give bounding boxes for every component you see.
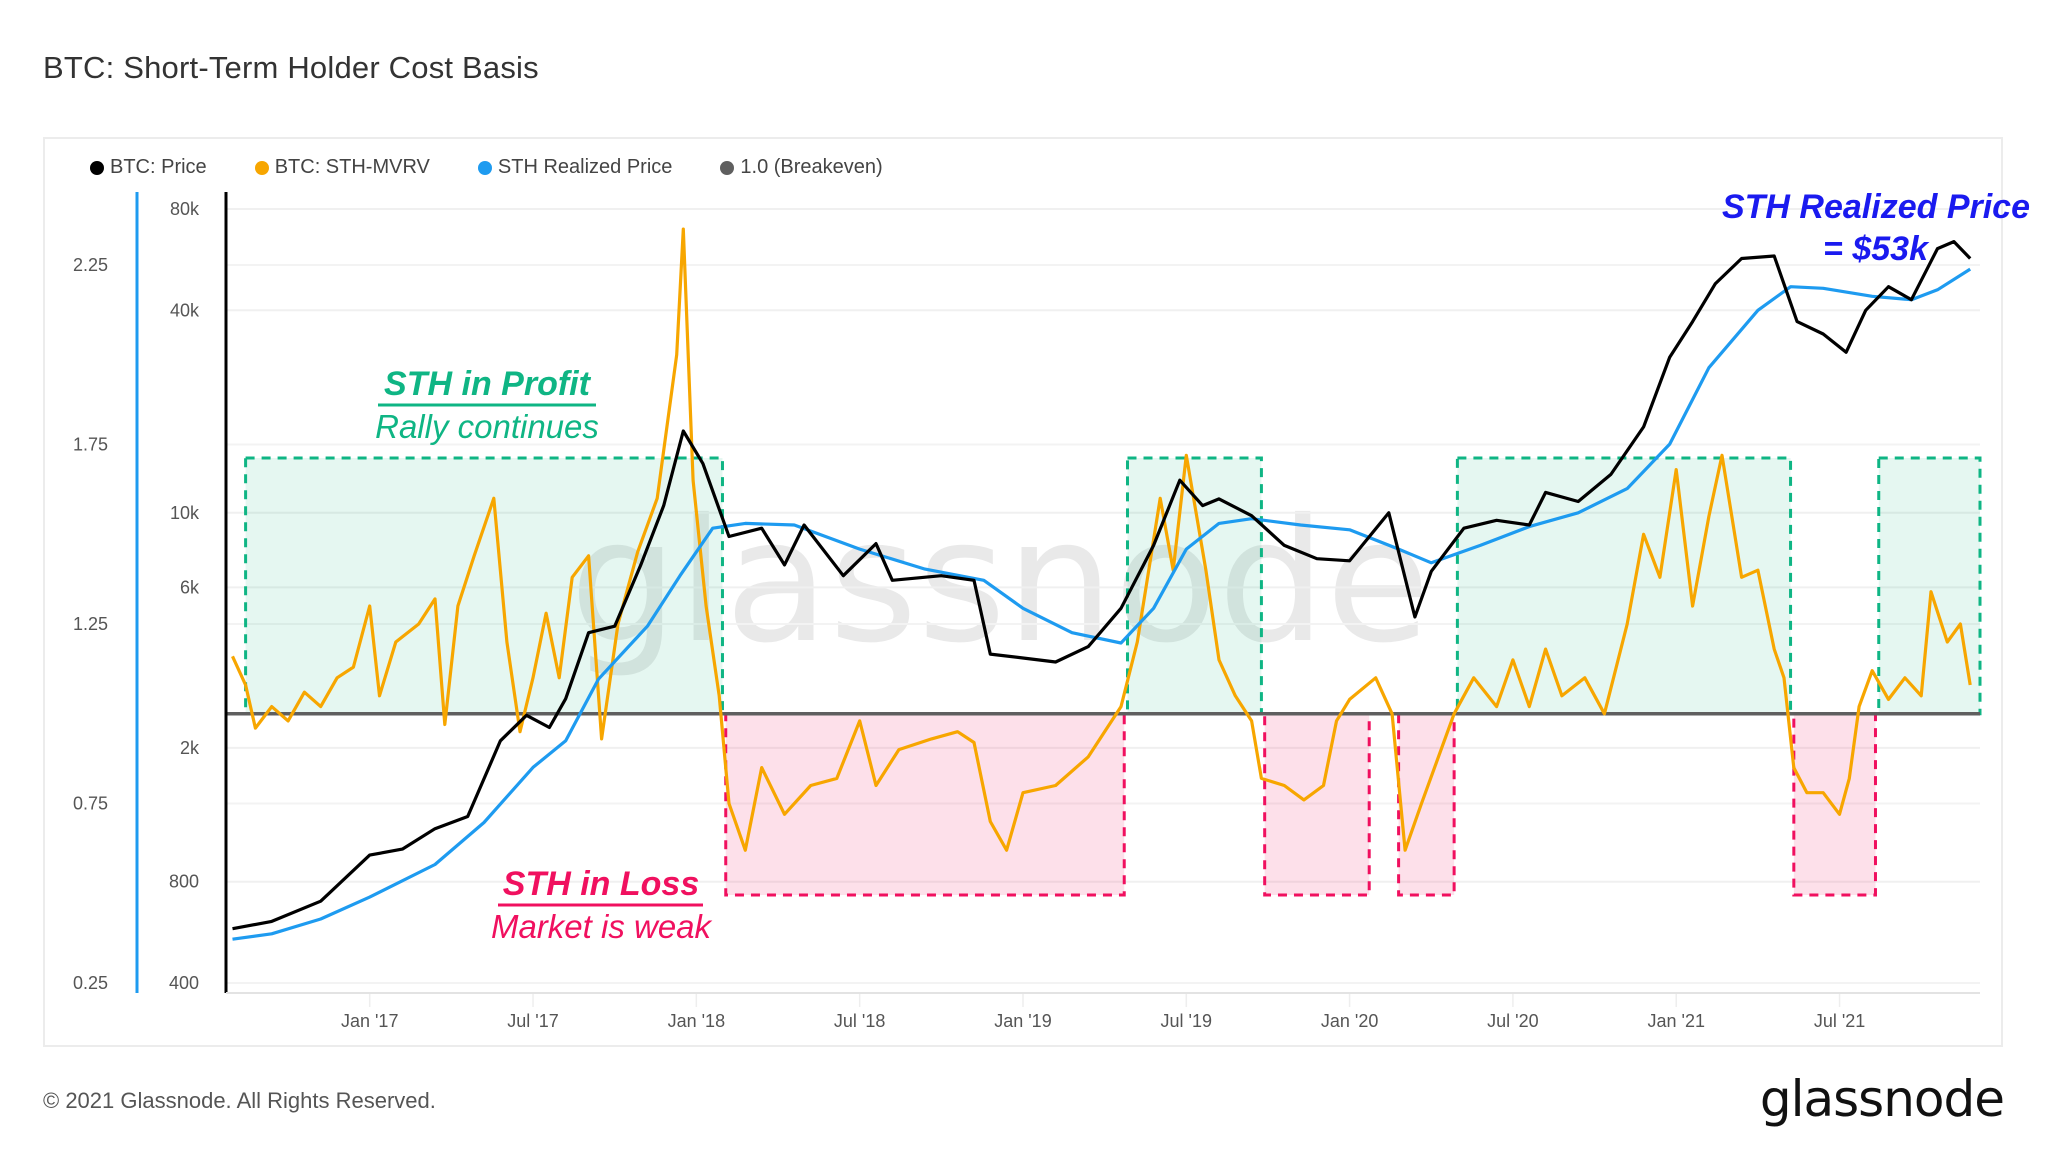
legend-label: 1.0 (Breakeven) [740,156,883,178]
chart-title: BTC: Short-Term Holder Cost Basis [43,50,539,85]
region-loss [1263,712,1371,897]
region-loss [1792,712,1877,897]
price-tick-label: 400 [169,973,199,993]
mvrv-tick-label: 1.75 [73,435,108,455]
chart-card [43,137,2003,1047]
annotation-realized-line1: STH Realized Price [1722,188,2030,226]
axes: 2.25 1.75 1.25 0.75 0.25 80k 40k 10k 6k 2k 800 400 J… [73,192,1980,1031]
x-tick-label: Jan '20 [1321,1011,1378,1031]
legend-item-price[interactable]: BTC: Price [90,156,207,179]
legend-dot-icon [477,160,492,175]
region-profit [244,456,724,716]
mvrv-tick-label: 2.25 [73,255,108,275]
btc-price-line [232,240,1972,931]
x-tick-label: Jul '17 [507,1011,558,1031]
legend: BTC: Price BTC: STH-MVRV STH Realized Pr… [90,156,931,179]
region-profit [1877,456,1982,716]
legend-dot-icon [90,160,104,175]
x-tick-label: Jan '18 [668,1011,725,1031]
price-tick-label: 80k [170,199,200,219]
annotation-realized-line2: = $53k [1823,230,1930,268]
x-tick-label: Jul '20 [1487,1011,1538,1031]
legend-item-breakeven[interactable]: 1.0 (Breakeven) [720,156,883,179]
mvrv-tick-label: 0.75 [73,794,108,814]
legend-dot-icon [254,160,269,175]
price-tick-label: 800 [169,872,199,892]
mvrv-tick-label: 1.25 [73,614,108,634]
region-profit [1125,456,1263,716]
legend-label: BTC: Price [110,156,207,178]
region-loss [1397,712,1456,897]
annotation-loss-title: STH in Loss [503,865,699,903]
annotation-profit-subtitle: Rally continues [375,408,599,445]
legend-label: BTC: STH-MVRV [274,156,430,178]
glassnode-logo: glassnode [1759,1070,2005,1128]
legend-item-sth-realized-price[interactable]: STH Realized Price [477,156,673,179]
x-tick-label: Jul '21 [1814,1011,1865,1031]
price-tick-label: 2k [180,738,200,758]
x-tick-label: Jul '19 [1161,1011,1212,1031]
price-tick-label: 6k [180,577,200,597]
price-tick-label: 40k [170,300,200,320]
annotation-profit-title: STH in Profit [384,365,592,403]
legend-dot-icon [720,160,735,175]
mvrv-tick-label: 0.25 [73,973,108,993]
btc-sth-mvrv-line [231,227,1972,852]
annotation-loss-subtitle: Market is weak [491,908,713,945]
x-tick-label: Jan '19 [994,1011,1051,1031]
annotations: STH in Profit Rally continues STH in Los… [375,188,2030,945]
gridlines [226,208,1980,1007]
x-tick-label: Jan '21 [1647,1011,1704,1031]
legend-label: STH Realized Price [497,156,673,178]
x-tick-label: Jul '18 [834,1011,885,1031]
price-tick-label: 10k [170,503,200,523]
sth-realized-price-line [232,267,1972,941]
x-tick-label: Jan '17 [341,1011,398,1031]
regions [244,456,1982,897]
series [226,227,1980,941]
copyright-footer: © 2021 Glassnode. All Rights Reserved. [43,1088,436,1113]
legend-item-sth-mvrv[interactable]: BTC: STH-MVRV [254,156,430,179]
